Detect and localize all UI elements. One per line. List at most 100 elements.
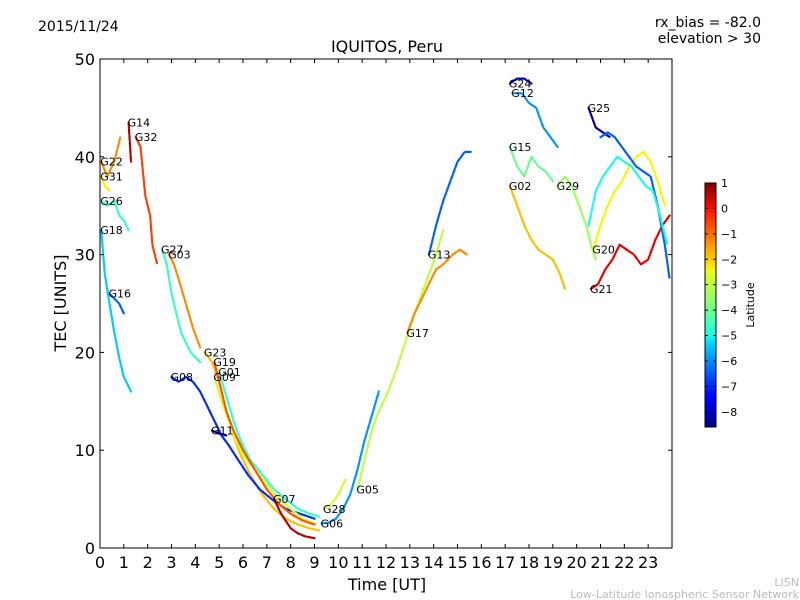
series-line-g32 <box>134 136 159 266</box>
x-tick-label: 18 <box>519 553 539 572</box>
satellite-label-g22: G22 <box>100 156 123 169</box>
colorbar-tick-label: 1 <box>721 177 728 190</box>
satellite-label-g11: G11 <box>211 425 234 438</box>
elevation-label: elevation > 30 <box>658 31 761 47</box>
series-line-track-30 <box>587 155 669 246</box>
x-tick-label: 0 <box>95 553 105 572</box>
x-tick-label: 1 <box>119 553 129 572</box>
series-line-g12 <box>511 92 559 149</box>
colorbar-ticks: 1 0 −1 −2 −3 −4 −5 −6 −7 −8 <box>705 177 737 419</box>
x-axis-label: Time [UT] <box>347 575 426 594</box>
chart-title: IQUITOS, Peru <box>331 37 443 56</box>
x-tick-label: 5 <box>214 553 224 572</box>
satellite-label-g19: G19 <box>213 356 236 369</box>
satellite-label-g25: G25 <box>588 102 611 115</box>
x-tick-label: 15 <box>447 553 467 572</box>
satellite-label-g12: G12 <box>511 87 534 100</box>
y-tick-label: 0 <box>85 539 95 558</box>
satellite-label-g07: G07 <box>273 493 296 506</box>
satellite-label-g08: G08 <box>171 371 194 384</box>
x-tick-label: 14 <box>423 553 443 572</box>
series-line-g29 <box>556 175 597 261</box>
y-tick-label: 50 <box>75 50 95 69</box>
satellite-label-g18: G18 <box>100 224 123 237</box>
series-line-g22 <box>100 136 122 178</box>
colorbar-tick-label: 0 <box>721 202 728 215</box>
x-tick-label: 20 <box>566 553 586 572</box>
satellite-label-g05: G05 <box>356 483 379 496</box>
axes-layer: 0 1 2 3 4 5 6 7 8 9 10 11 12 13 14 15 16 17 18 19 20 21 22 2301… <box>75 50 672 572</box>
x-tick-label: 13 <box>400 553 420 572</box>
x-tick-label: 4 <box>190 553 200 572</box>
x-tick-label: 12 <box>376 553 396 572</box>
x-tick-label: 19 <box>543 553 563 572</box>
colorbar-tick-label: −3 <box>721 279 737 292</box>
series-line-g01 <box>218 370 321 518</box>
date-label: 2015/11/24 <box>38 19 119 35</box>
colorbar-tick-label: −6 <box>721 355 737 368</box>
y-axis-label: TEC [UNITS] <box>51 255 70 353</box>
satellite-label-g24: G24 <box>509 78 532 91</box>
satellite-label-g16: G16 <box>109 288 132 301</box>
series-line-g16 <box>108 292 125 315</box>
colorbar-tick-label: −7 <box>721 380 737 393</box>
series-line-g25 <box>587 106 612 139</box>
series-layer <box>100 77 671 540</box>
series-line-g26 <box>100 199 130 232</box>
series-line-g17 <box>406 248 469 334</box>
satellite-label-g06: G06 <box>321 518 344 531</box>
satellite-label-g15: G15 <box>509 141 532 154</box>
x-tick-label: 21 <box>590 553 610 572</box>
series-line-g28 <box>322 478 347 510</box>
x-tick-label: 3 <box>166 553 176 572</box>
satellite-label-g28: G28 <box>323 503 346 516</box>
satellite-label-g26: G26 <box>100 195 123 208</box>
x-tick-label: 2 <box>143 553 153 572</box>
satellite-label-g14: G14 <box>128 117 151 130</box>
x-tick-label: 8 <box>286 553 296 572</box>
satellite-label-g13: G13 <box>428 249 451 262</box>
series-line-g18 <box>100 229 133 393</box>
x-tick-label: 7 <box>262 553 272 572</box>
colorbar-tick-label: −4 <box>721 304 737 317</box>
series-line-g19 <box>213 361 316 526</box>
satellite-label-g09: G09 <box>213 371 236 384</box>
x-tick-label: 16 <box>471 553 491 572</box>
satellite-label-g01: G01 <box>218 366 241 379</box>
rx-bias-label: rx_bias = -82.0 <box>655 15 761 31</box>
series-line-g27 <box>160 248 202 364</box>
series-line-g03 <box>168 253 202 349</box>
colorbar-tick-label: −5 <box>721 330 737 343</box>
satellite-label-g31: G31 <box>100 170 123 183</box>
series-line-g15 <box>508 145 554 183</box>
satellite-label-g02: G02 <box>509 180 532 193</box>
colorbar-tick-label: −8 <box>721 406 737 419</box>
colorbar-tick-label: −1 <box>721 228 737 241</box>
series-line-g24 <box>508 77 533 85</box>
y-tick-label: 10 <box>75 441 95 460</box>
x-tick-label: 17 <box>495 553 515 572</box>
series-line-g06 <box>320 390 380 525</box>
series-line-g20 <box>592 150 666 251</box>
footer-network: Low-Latitude Ionospheric Sensor Network <box>570 588 799 600</box>
series-line-g14 <box>127 121 133 163</box>
y-tick-label: 40 <box>75 148 95 167</box>
series-line-g11 <box>210 429 228 437</box>
series-line-g02 <box>508 185 566 290</box>
series-line-g07 <box>272 498 316 540</box>
satellite-label-g23: G23 <box>204 346 227 359</box>
x-tick-label: 10 <box>328 553 348 572</box>
colorbar <box>704 182 717 428</box>
x-tick-label: 22 <box>614 553 634 572</box>
satellite-label-g17: G17 <box>406 327 429 340</box>
series-line-g13 <box>427 150 473 256</box>
colorbar-tick-label: −2 <box>721 253 737 266</box>
series-line-g05 <box>356 229 445 491</box>
satellite-label-g20: G20 <box>592 244 615 257</box>
series-line-g21 <box>589 214 671 290</box>
x-tick-label: 11 <box>352 553 372 572</box>
colorbar-label: Latitude <box>744 282 757 328</box>
satellite-label-g27: G27 <box>161 244 184 257</box>
